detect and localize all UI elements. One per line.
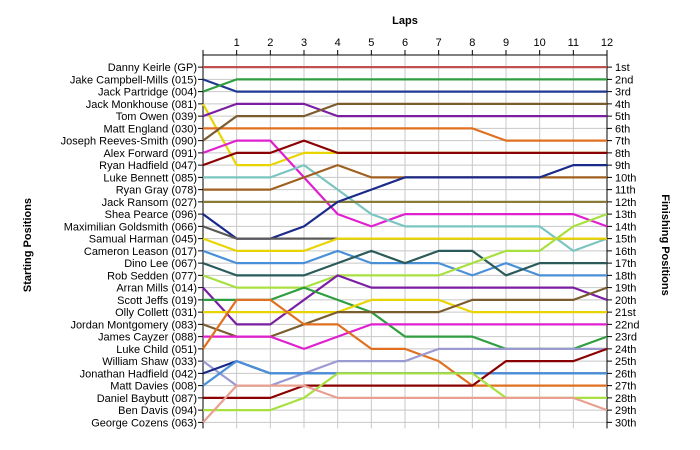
finishing-position-label: 10th [615, 172, 636, 184]
finishing-position-label: 25th [615, 356, 636, 368]
finishing-position-label: 12th [615, 197, 636, 209]
right-axis-title: Finishing Positions [659, 194, 671, 295]
finishing-position-label: 1st [615, 62, 630, 74]
finishing-position-label: 21st [615, 307, 636, 319]
lap-tick-label: 1 [234, 37, 240, 49]
starting-position-label: Arran Mills (014) [116, 283, 197, 295]
starting-position-label: Tom Owen (039) [116, 111, 197, 123]
finishing-position-label: 28th [615, 393, 636, 405]
driver-series-line [202, 102, 607, 142]
lap-tick-labels: 1 2 3 4 5 6 7 8 9 10 11 12 [234, 37, 614, 49]
lap-tick-label: 8 [469, 37, 475, 49]
starting-position-label: William Shaw (033) [102, 356, 197, 368]
driver-series-line [203, 127, 607, 142]
series-lines [202, 66, 608, 424]
finishing-position-label: 2nd [615, 74, 633, 86]
lap-tick-label: 11 [568, 37, 579, 49]
starting-position-label: Ben Davis (094) [118, 405, 197, 417]
finishing-position-label: 14th [615, 221, 636, 233]
driver-series-line [202, 139, 607, 167]
starting-position-label: Luke Child (051) [116, 344, 197, 356]
starting-position-label: Jake Campbell-Mills (015) [70, 74, 197, 86]
finishing-position-label: 24th [615, 344, 636, 356]
driver-series-line [203, 298, 607, 314]
driver-series-line [202, 237, 607, 252]
finishing-position-label: 17th [615, 258, 636, 270]
starting-position-label: Scott Jeffs (019) [117, 295, 197, 307]
finishing-position-label: 5th [615, 111, 630, 123]
finishing-position-label: 8th [615, 148, 630, 160]
starting-position-label: Maximilian Goldsmith (066) [64, 221, 197, 233]
driver-series-line [202, 213, 608, 289]
starting-positions-labels: Danny Keirle (GP)Jake Campbell-Mills (01… [61, 62, 197, 429]
starting-position-label: Daniel Baybutt (087) [97, 393, 197, 405]
starting-position-label: Jordan Montgomery (083) [70, 319, 197, 331]
starting-position-label: Dino Lee (067) [124, 258, 197, 270]
driver-series-line [202, 78, 607, 93]
finishing-positions-labels: 1st2nd3rd4th5th6th7th8th9th10th11th12th1… [615, 62, 639, 429]
driver-series-line [202, 139, 608, 228]
driver-series-line [202, 384, 608, 424]
starting-position-label: Cameron Leason (017) [84, 246, 197, 258]
finishing-position-label: 29th [615, 405, 636, 417]
driver-series-line [202, 78, 607, 93]
lap-tick-label: 10 [534, 37, 546, 49]
x-axis-title: Laps [392, 15, 418, 27]
starting-position-label: James Cayzer (088) [98, 332, 197, 344]
lap-tick-label: 6 [402, 37, 408, 49]
lap-tick-label: 3 [301, 37, 307, 49]
starting-position-label: George Cozens (063) [91, 417, 197, 429]
driver-series-line [202, 249, 607, 277]
starting-position-label: Jack Partridge (004) [98, 87, 197, 99]
starting-position-label: Jack Ransom (027) [102, 197, 197, 209]
finishing-position-label: 6th [615, 123, 630, 135]
finishing-position-label: 16th [615, 246, 636, 258]
finishing-position-label: 23rd [615, 332, 637, 344]
starting-position-label: Joseph Reeves-Smith (090) [61, 136, 197, 148]
left-axis-title: Starting Positions [22, 198, 34, 292]
driver-series-line [203, 347, 608, 399]
lap-tick-label: 4 [335, 37, 341, 49]
driver-series-line [202, 102, 607, 118]
finishing-position-label: 30th [615, 417, 636, 429]
finishing-position-label: 20th [615, 295, 636, 307]
starting-position-label: Rob Sedden (077) [107, 270, 197, 282]
finishing-position-label: 15th [615, 234, 636, 246]
starting-position-label: Matt England (030) [103, 123, 197, 135]
starting-position-label: Alex Forward (091) [103, 148, 197, 160]
driver-series-line [203, 164, 608, 252]
finishing-position-label: 13th [615, 209, 636, 221]
starting-position-label: Matt Davies (008) [110, 381, 197, 393]
driver-series-line [202, 298, 607, 387]
starting-position-label: Jack Monkhouse (081) [86, 99, 197, 111]
driver-series-line [203, 323, 607, 350]
axes [198, 50, 612, 429]
starting-position-label: Samual Harman (045) [89, 234, 197, 246]
starting-position-label: Olly Collett (031) [115, 307, 197, 319]
finishing-position-label: 22nd [615, 319, 639, 331]
starting-position-label: Danny Keirle (GP) [108, 62, 197, 74]
lap-tick-label: 2 [267, 37, 273, 49]
finishing-position-label: 7th [615, 136, 630, 148]
finishing-position-label: 19th [615, 283, 636, 295]
starting-position-label: Shea Pearce (096) [105, 209, 197, 221]
finishing-position-label: 4th [615, 99, 630, 111]
starting-position-label: Ryan Hadfield (047) [99, 160, 197, 172]
finishing-position-label: 27th [615, 381, 636, 393]
finishing-position-label: 18th [615, 270, 636, 282]
finishing-position-label: 11th [615, 185, 636, 197]
lap-tick-label: 5 [368, 37, 374, 49]
starting-position-label: Luke Bennett (085) [103, 172, 197, 184]
lap-tick-label: 12 [601, 37, 613, 49]
finishing-position-label: 26th [615, 368, 636, 380]
lap-tick-label: 7 [436, 37, 442, 49]
finishing-position-label: 9th [615, 160, 630, 172]
driver-series-line [202, 274, 608, 326]
starting-position-label: Ryan Gray (078) [116, 185, 197, 197]
starting-position-label: Jonathan Hadfield (042) [80, 368, 197, 380]
finishing-position-label: 3rd [615, 87, 631, 99]
lap-tick-label: 9 [503, 37, 509, 49]
